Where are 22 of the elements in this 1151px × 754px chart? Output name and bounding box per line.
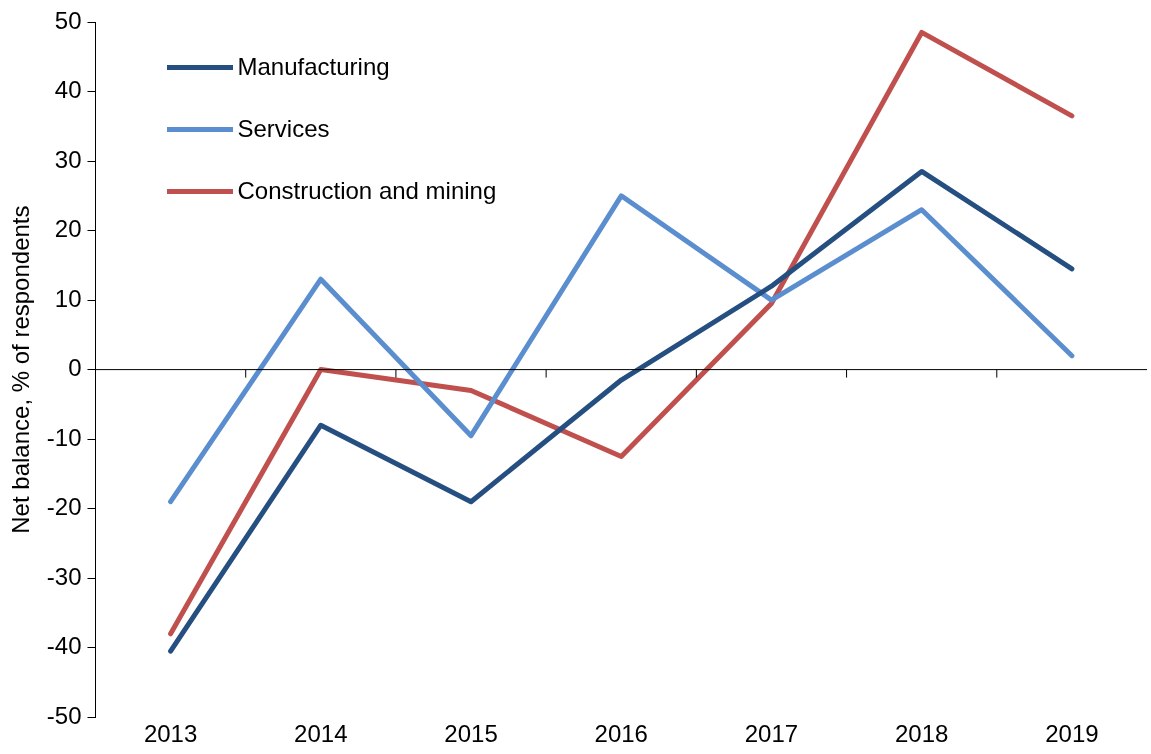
x-tick-label: 2013 <box>143 720 198 748</box>
y-tick-label: -40 <box>46 632 82 660</box>
x-tick-label: 2014 <box>294 720 348 748</box>
x-tick-label: 2019 <box>1045 720 1099 748</box>
y-tick-label: 20 <box>54 215 82 243</box>
y-tick-label: -30 <box>46 562 82 590</box>
legend-label: Services <box>237 115 330 143</box>
y-tick-label: 40 <box>54 76 82 104</box>
legend-label: Manufacturing <box>237 53 390 81</box>
x-tick-label: 2015 <box>444 720 498 748</box>
x-tick-label: 2016 <box>594 720 648 748</box>
y-tick-label: 50 <box>54 6 82 34</box>
y-tick-label: -50 <box>46 701 82 729</box>
y-tick-label: 10 <box>54 284 82 312</box>
legend-label: Construction and mining <box>237 177 497 205</box>
y-tick-label: 30 <box>54 145 82 173</box>
x-tick-label: 2017 <box>744 720 799 748</box>
y-tick-label: -20 <box>46 493 82 521</box>
x-tick-label: 2018 <box>894 720 949 748</box>
y-tick-label: -10 <box>46 423 82 451</box>
y-tick-label: 0 <box>68 354 82 382</box>
y-axis-title: Net balance, % of respondents <box>7 205 35 534</box>
